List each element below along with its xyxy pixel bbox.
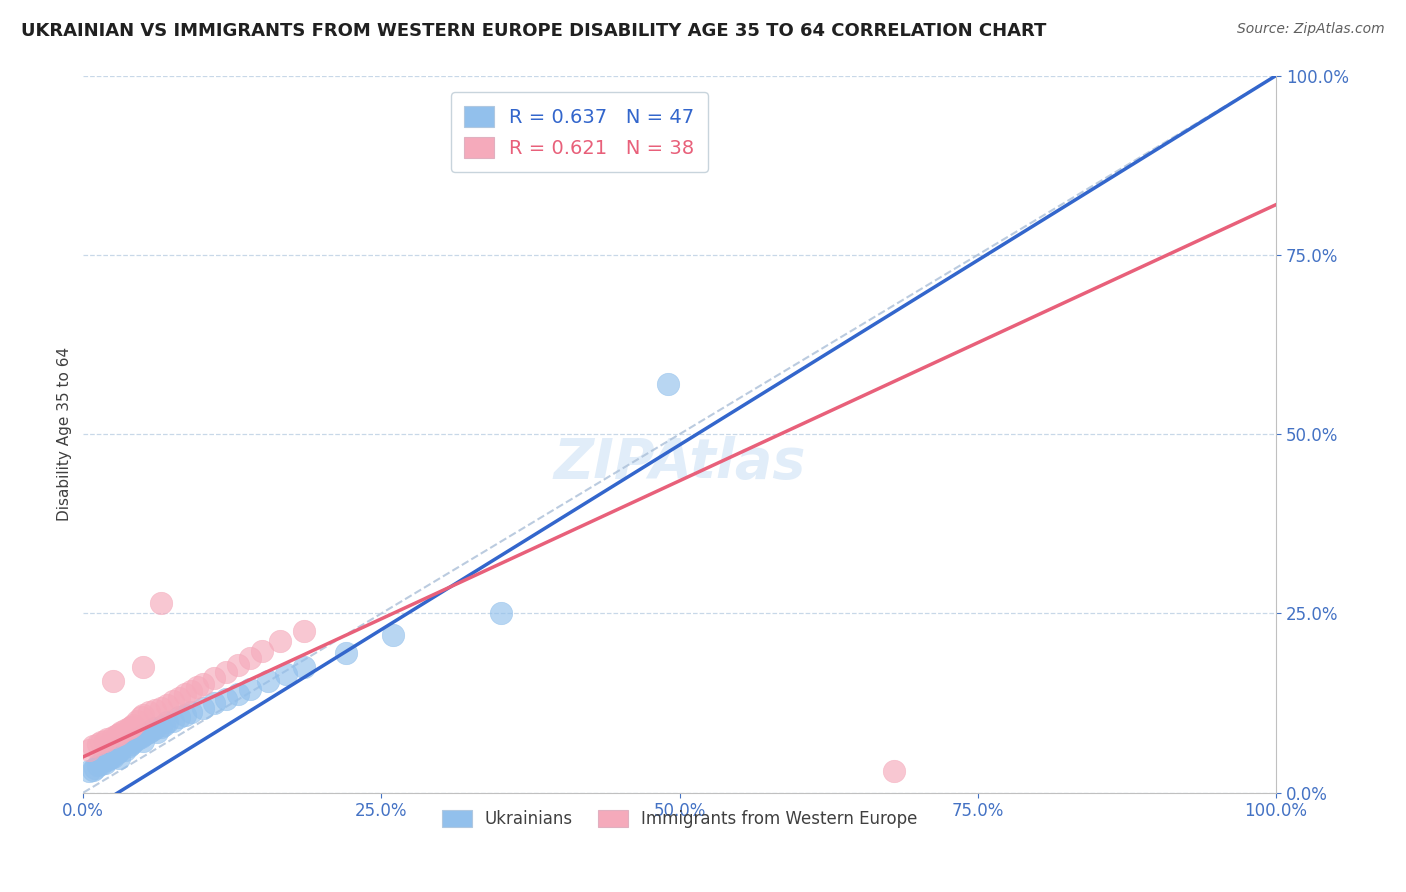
Point [77,764,100,779]
Point [156,698,179,713]
Point [228,687,250,701]
Point [117,721,139,735]
Point [132,734,155,748]
Point [292,660,315,674]
Text: Source: ZipAtlas.com: Source: ZipAtlas.com [1237,22,1385,37]
Point [132,708,155,723]
Point [162,714,184,728]
Point [173,687,195,701]
Point [149,720,172,734]
Point [94,756,117,770]
Point [149,596,172,610]
Text: UKRAINIAN VS IMMIGRANTS FROM WESTERN EUROPE DISABILITY AGE 35 TO 64 CORRELATION : UKRAINIAN VS IMMIGRANTS FROM WESTERN EUR… [21,22,1046,40]
Point [292,624,315,639]
Point [883,764,905,779]
Legend: Ukrainians, Immigrants from Western Europe: Ukrainians, Immigrants from Western Euro… [434,803,924,835]
Point [110,741,132,756]
Point [96,731,118,746]
Point [239,650,262,665]
Text: ZIPAtlas: ZIPAtlas [554,436,806,490]
Point [204,696,226,710]
Point [162,694,184,708]
Point [134,727,156,741]
Point [86,758,108,772]
Point [250,643,273,657]
Point [120,720,142,734]
Point [191,701,214,715]
Point [82,739,104,753]
Point [108,751,131,765]
Point [90,756,112,771]
Point [101,748,124,763]
Point [114,723,136,737]
Point [105,746,128,760]
Point [173,708,195,723]
Point [132,728,155,742]
Point [108,744,131,758]
Point [90,735,112,749]
Point [143,703,166,717]
Point [274,667,297,681]
Point [105,728,128,742]
Point [98,751,121,765]
Point [215,692,238,706]
Point [167,710,190,724]
Point [129,710,152,724]
Point [239,681,262,696]
Point [120,734,142,748]
Point [110,724,132,739]
Point [180,706,202,720]
Point [204,671,226,685]
Point [489,607,512,621]
Point [125,731,148,746]
Point [101,749,124,764]
Point [129,730,152,744]
Point [122,717,145,731]
Point [101,730,124,744]
Point [117,739,139,753]
Point [167,691,190,706]
Point [122,735,145,749]
Point [156,715,179,730]
Point [138,724,160,739]
Point [153,717,176,731]
Point [269,633,291,648]
Point [108,727,131,741]
Point [86,737,108,751]
Point [215,665,238,680]
Point [141,723,163,737]
Point [146,724,169,739]
Point [125,714,148,728]
Point [657,376,679,391]
Point [77,742,100,756]
Y-axis label: Disability Age 35 to 64: Disability Age 35 to 64 [58,347,72,521]
Point [96,753,118,767]
Point [138,706,160,720]
Point [82,763,104,777]
Point [132,660,155,674]
Point [180,683,202,698]
Point [114,742,136,756]
Point [257,674,280,689]
Point [228,658,250,673]
Point [191,676,214,690]
Point [335,646,357,660]
Point [101,674,124,689]
Point [94,734,117,748]
Point [149,701,172,715]
Point [382,628,405,642]
Point [143,721,166,735]
Point [120,737,142,751]
Point [186,680,208,694]
Point [84,760,107,774]
